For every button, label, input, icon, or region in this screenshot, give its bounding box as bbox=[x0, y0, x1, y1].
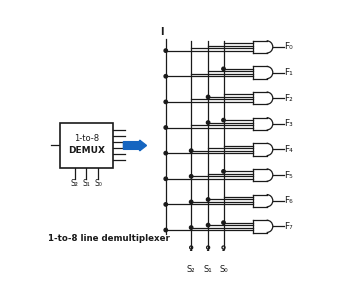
Circle shape bbox=[164, 151, 167, 155]
Circle shape bbox=[222, 67, 225, 70]
Text: F₁: F₁ bbox=[284, 68, 293, 77]
Circle shape bbox=[164, 177, 167, 180]
Text: S₀: S₀ bbox=[94, 179, 102, 188]
Text: S₁: S₁ bbox=[83, 179, 90, 188]
Circle shape bbox=[190, 226, 193, 229]
Text: S₀: S₀ bbox=[219, 265, 228, 274]
Circle shape bbox=[190, 200, 193, 204]
Circle shape bbox=[164, 49, 167, 52]
Text: DEMUX: DEMUX bbox=[68, 146, 105, 155]
Text: F₄: F₄ bbox=[284, 145, 293, 154]
Circle shape bbox=[190, 149, 193, 152]
Circle shape bbox=[164, 126, 167, 129]
FancyArrow shape bbox=[123, 140, 147, 151]
Circle shape bbox=[190, 175, 193, 178]
Bar bbox=[60, 123, 112, 168]
Text: F₃: F₃ bbox=[284, 119, 293, 128]
Text: F₅: F₅ bbox=[284, 171, 293, 180]
Text: F₂: F₂ bbox=[284, 94, 293, 103]
Text: F₆: F₆ bbox=[284, 196, 293, 205]
Circle shape bbox=[164, 228, 167, 232]
Circle shape bbox=[206, 95, 210, 99]
Text: I: I bbox=[160, 27, 164, 37]
Circle shape bbox=[164, 74, 167, 78]
Circle shape bbox=[206, 198, 210, 201]
Text: 1-to-8 line demultiplexer: 1-to-8 line demultiplexer bbox=[48, 234, 170, 243]
Circle shape bbox=[164, 100, 167, 103]
Circle shape bbox=[206, 223, 210, 227]
Circle shape bbox=[222, 221, 225, 224]
Text: F₀: F₀ bbox=[284, 42, 293, 51]
Text: S₁: S₁ bbox=[204, 265, 213, 274]
Text: S₂: S₂ bbox=[71, 179, 79, 188]
Text: 1-to-8: 1-to-8 bbox=[74, 134, 99, 143]
Circle shape bbox=[222, 170, 225, 173]
Circle shape bbox=[206, 121, 210, 124]
Text: S₂: S₂ bbox=[187, 265, 195, 274]
Circle shape bbox=[222, 118, 225, 122]
Text: F₇: F₇ bbox=[284, 222, 293, 231]
Circle shape bbox=[164, 203, 167, 206]
